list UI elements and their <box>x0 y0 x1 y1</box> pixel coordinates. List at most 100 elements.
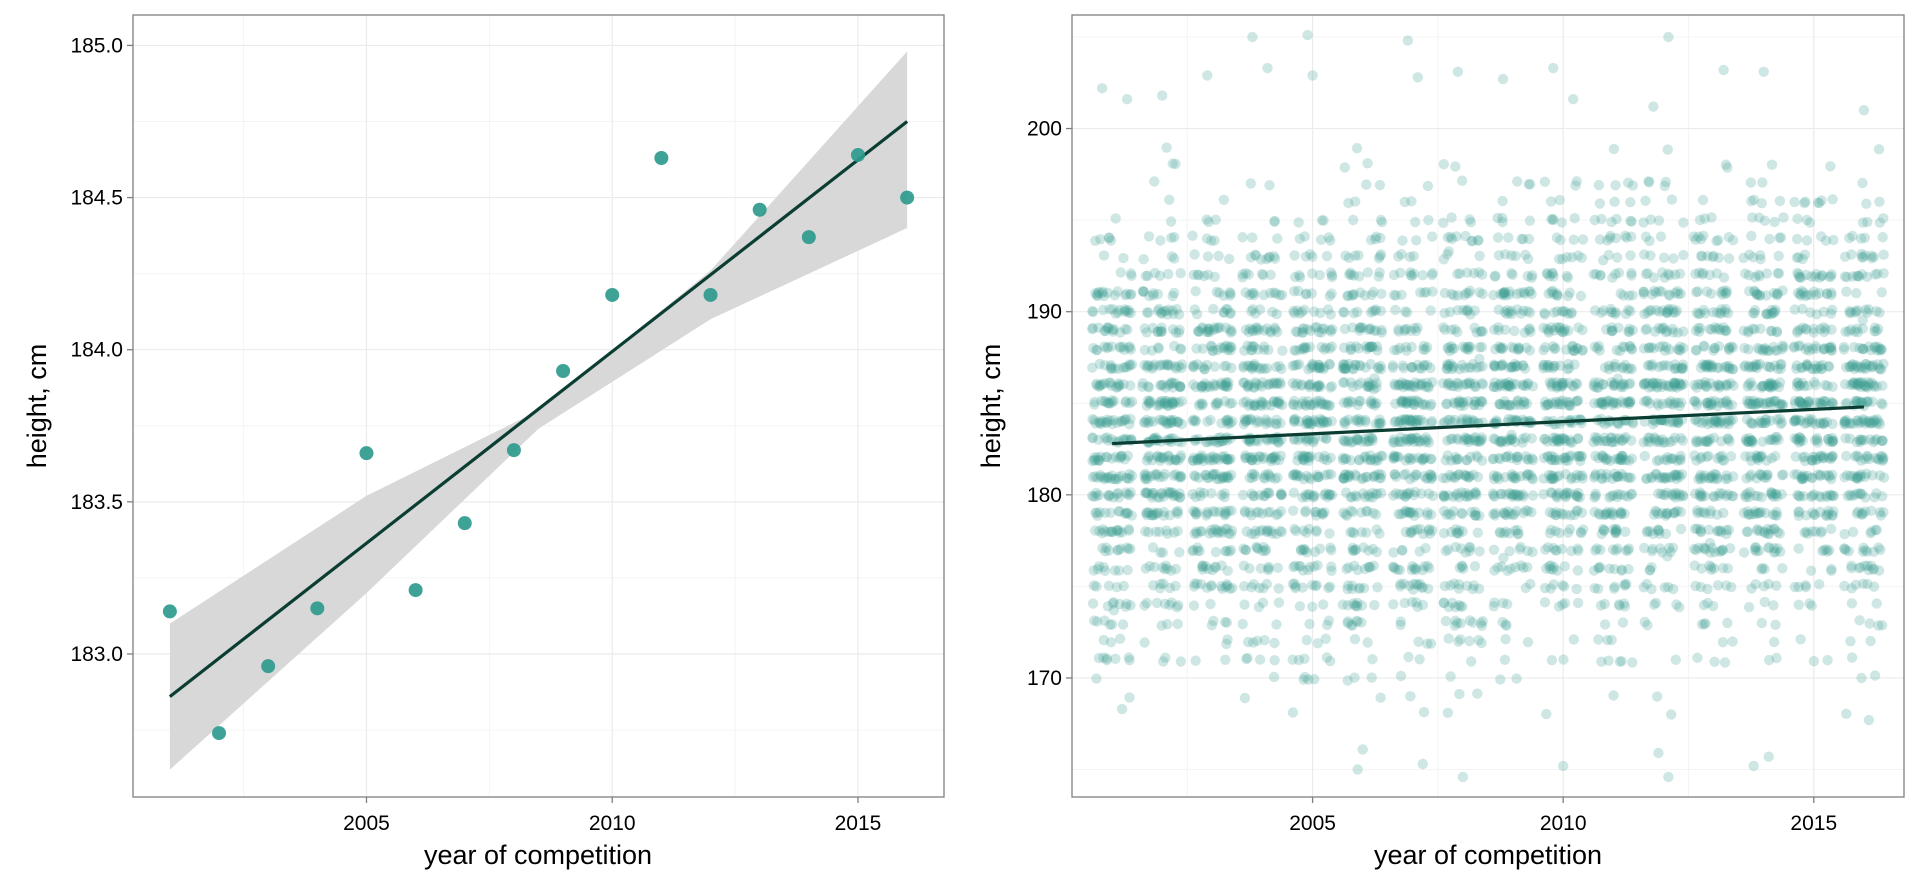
data-point <box>1239 505 1251 517</box>
data-point <box>1225 528 1236 540</box>
data-point <box>1340 359 1351 371</box>
data-point <box>1576 345 1588 356</box>
data-point <box>1265 472 1277 483</box>
data-point <box>1828 490 1839 501</box>
data-point <box>1104 398 1115 409</box>
data-point <box>1317 415 1329 427</box>
data-point <box>1192 455 1203 466</box>
data-point <box>1315 362 1326 374</box>
data-point <box>1205 581 1217 592</box>
data-point <box>1173 309 1185 320</box>
data-point <box>1299 671 1311 683</box>
data-point <box>1598 255 1609 266</box>
data-point <box>1344 269 1355 280</box>
data-point <box>1425 400 1436 412</box>
data-point <box>1490 434 1501 445</box>
data-point <box>1460 230 1471 242</box>
data-point <box>1575 455 1586 467</box>
data-point <box>1205 452 1216 463</box>
data-point <box>1387 561 1399 572</box>
data-point <box>1509 473 1521 484</box>
data-point <box>1158 306 1169 317</box>
data-point <box>1105 363 1117 374</box>
data-point <box>1141 455 1153 466</box>
data-point <box>1270 418 1281 429</box>
data-point <box>1294 344 1306 355</box>
data-point <box>1489 565 1500 576</box>
data-point <box>1093 454 1104 466</box>
data-point <box>1205 598 1216 610</box>
data-point <box>1175 470 1186 482</box>
data-point <box>1399 196 1411 208</box>
data-point <box>1495 399 1507 410</box>
data-point <box>1409 322 1420 334</box>
data-point <box>1421 473 1432 484</box>
data-point <box>1469 435 1481 446</box>
data-point <box>1426 472 1437 483</box>
data-point <box>1828 234 1839 246</box>
data-point <box>1312 381 1323 392</box>
data-point <box>1416 414 1427 426</box>
data-point <box>1401 397 1412 408</box>
data-point <box>1272 378 1283 389</box>
data-point <box>1167 290 1178 302</box>
data-point <box>1157 414 1169 425</box>
data-point <box>1203 324 1215 336</box>
data-point <box>1450 524 1462 535</box>
data-point <box>1206 620 1218 631</box>
data-point <box>1449 472 1460 484</box>
data-point <box>1402 395 1413 406</box>
data-point <box>1088 580 1100 591</box>
data-point <box>1164 194 1175 205</box>
data-point <box>1159 398 1171 409</box>
data-point <box>1593 340 1605 352</box>
data-point <box>1323 469 1334 480</box>
data-point <box>1473 400 1485 411</box>
data-point <box>1309 414 1320 426</box>
data-point <box>1545 322 1557 333</box>
data-point <box>1556 377 1568 389</box>
data-point <box>1349 560 1360 571</box>
data-point <box>1147 322 1159 334</box>
data-point <box>1557 326 1568 337</box>
data-point <box>1297 492 1308 503</box>
data-point <box>1218 343 1229 354</box>
data-point <box>1346 437 1357 448</box>
data-point <box>1876 287 1888 298</box>
data-point <box>1374 267 1385 278</box>
data-point <box>1327 270 1338 281</box>
data-point <box>1087 414 1098 425</box>
data-point <box>1639 450 1651 462</box>
data-point <box>1092 564 1104 575</box>
data-point <box>1560 306 1571 317</box>
data-point <box>1148 416 1159 427</box>
data-point <box>1461 267 1473 278</box>
data-point <box>1248 382 1260 393</box>
data-point <box>1455 543 1467 554</box>
data-point <box>1427 471 1438 482</box>
y-axis-title: height, cm <box>22 344 52 469</box>
data-point <box>1415 436 1426 447</box>
data-point <box>1240 507 1251 518</box>
data-point <box>1513 343 1524 355</box>
data-point <box>1204 381 1215 393</box>
data-point <box>1871 488 1882 499</box>
data-point <box>1304 379 1316 391</box>
data-point <box>1658 322 1669 333</box>
data-point <box>1566 252 1578 263</box>
data-point <box>1411 325 1422 337</box>
data-point <box>1668 583 1679 595</box>
data-point <box>1548 432 1559 443</box>
data-point <box>1489 491 1500 502</box>
data-point <box>1353 413 1364 425</box>
data-point <box>1360 362 1371 373</box>
data-point <box>1324 400 1336 411</box>
data-point <box>1155 452 1167 463</box>
data-point <box>1709 656 1720 667</box>
data-point <box>1367 435 1379 446</box>
data-point <box>1660 528 1672 539</box>
data-point <box>1338 473 1350 484</box>
data-point <box>1175 492 1186 503</box>
data-point <box>1527 474 1539 485</box>
data-point <box>1493 341 1505 352</box>
